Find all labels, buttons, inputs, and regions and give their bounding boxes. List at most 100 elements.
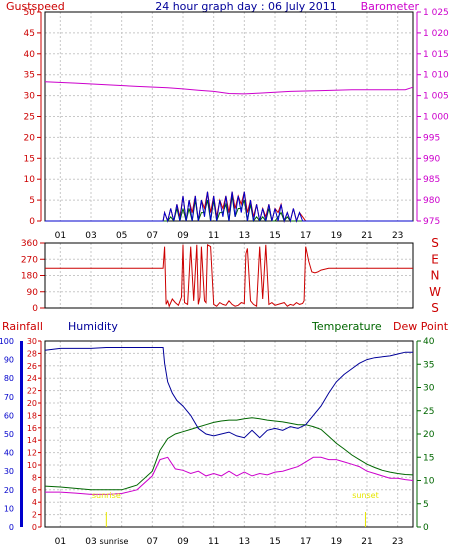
temperature-tick-label: 40: [423, 337, 435, 347]
humidity-tick-label: 30: [4, 467, 14, 476]
x-tick-label: 01: [55, 231, 66, 241]
humidity-label: Humidity: [68, 320, 118, 333]
gust-tick-label: 45: [24, 29, 35, 39]
humidity-tick-label: 70: [4, 393, 14, 402]
x-tick-label: 21: [361, 231, 372, 241]
x-tick-label: 23: [392, 231, 403, 241]
gust-tick-label: 0: [29, 217, 35, 227]
bot-plot-frame: [44, 340, 414, 528]
barometer-line: [44, 81, 414, 95]
gustspeed-label: Gustspeed: [6, 0, 65, 13]
gust-wind-line: [45, 191, 413, 223]
mid-plot-frame: [44, 242, 414, 309]
dewpoint-line: [45, 456, 414, 495]
dewpoint-label: Dew Point: [393, 320, 449, 333]
compass-label: S: [431, 301, 439, 315]
humidity-tick-label: 10: [4, 504, 14, 513]
barometer-tick-label: 1 015: [423, 50, 449, 60]
humidity-line: [44, 347, 413, 439]
humidity-tick-label: 20: [4, 486, 14, 495]
rain-tick-label: 8: [32, 473, 37, 482]
temperature-label: Temperature: [311, 320, 382, 333]
rain-tick-label: 16: [27, 424, 37, 433]
rain-tick-label: 28: [27, 349, 37, 358]
x-tick-label: 05: [116, 231, 127, 241]
gust-tick-label: 30: [24, 92, 36, 102]
humidity-tick-label: 80: [4, 374, 14, 383]
gust-tick-label: 5: [29, 196, 35, 206]
compass-label: W: [429, 285, 441, 299]
barometer-tick-label: 990: [423, 154, 440, 164]
barometer-tick-label: 1 000: [423, 113, 449, 123]
x-tick-label: 03: [85, 231, 96, 241]
compass-label: E: [431, 252, 439, 266]
x-tick-label: 13: [239, 231, 250, 241]
barometer-tick-label: 1 005: [423, 92, 449, 102]
humidity-tick-label: 0: [9, 523, 14, 532]
gust-tick-label: 25: [24, 113, 35, 123]
x-tick-label: 15: [269, 537, 280, 547]
wind-tick-label: 90: [27, 288, 39, 298]
wind-direction-line: [45, 243, 413, 308]
rain-tick-label: 20: [27, 399, 37, 408]
barometer-label: Barometer: [361, 0, 420, 13]
sunset-label: sunset: [352, 491, 379, 500]
rain-tick-label: 26: [27, 362, 37, 371]
gust-tick-label: 15: [24, 154, 35, 164]
temperature-tick-label: 5: [423, 500, 429, 510]
barometer-tick-label: 1 020: [423, 29, 449, 39]
gust-tick-label: 20: [24, 133, 36, 143]
temperature-tick-label: 10: [423, 477, 435, 487]
gust-tick-label: 10: [24, 175, 36, 185]
x-tick-label: 17: [300, 231, 311, 241]
wind-tick-label: 0: [32, 304, 38, 314]
x-tick-label: 23: [392, 537, 403, 547]
x-tick-label: 09: [177, 537, 189, 547]
humidity-tick-label: 60: [4, 411, 14, 420]
x-tick-label: 17: [300, 537, 311, 547]
x-tick-label: 11: [208, 537, 219, 547]
rain-tick-label: 10: [27, 461, 37, 470]
x-tick-label: 19: [331, 537, 343, 547]
rain-tick-label: 18: [27, 411, 37, 420]
temperature-tick-label: 25: [423, 407, 434, 417]
rainfall-label: Rainfall: [2, 320, 43, 333]
barometer-tick-label: 980: [423, 196, 440, 206]
rain-tick-label: 30: [27, 337, 37, 346]
rain-tick-label: 0: [32, 523, 37, 532]
barometer-tick-label: 1 010: [423, 71, 449, 81]
wind-tick-label: 270: [21, 255, 38, 265]
sunrise-label: sunrise: [92, 491, 121, 500]
compass-label: S: [431, 236, 439, 250]
rain-tick-label: 22: [27, 387, 37, 396]
humidity-tick-label: 100: [0, 337, 14, 346]
x-tick-label: 15: [269, 231, 280, 241]
x-tick-label: 11: [208, 231, 219, 241]
humidity-tick-label: 40: [4, 449, 14, 458]
gust-tick-label: 40: [24, 50, 36, 60]
x-tick-label: 03: [85, 537, 96, 547]
temperature-tick-label: 15: [423, 453, 434, 463]
temperature-tick-label: 30: [423, 384, 435, 394]
rain-tick-label: 12: [27, 449, 37, 458]
rain-tick-label: 14: [27, 436, 37, 445]
humidity-axis-bar: [20, 341, 23, 527]
barometer-tick-label: 1 025: [423, 8, 449, 18]
rain-humidity-temperature-chart: 0102030405060708090100024681012141618202…: [0, 337, 435, 547]
x-tick-label: 13: [239, 537, 250, 547]
humidity-tick-label: 90: [4, 356, 14, 365]
rain-tick-label: 4: [32, 498, 37, 507]
wind-tick-label: 360: [21, 239, 38, 249]
x-tick-label: 07: [147, 537, 158, 547]
rain-tick-label: 6: [32, 486, 37, 495]
gust-tick-label: 35: [24, 71, 35, 81]
temperature-tick-label: 20: [423, 430, 435, 440]
temperature-tick-label: 0: [423, 523, 429, 533]
wind-tick-label: 180: [21, 272, 38, 282]
x-tick-label: 01: [55, 537, 66, 547]
temperature-line: [44, 417, 414, 491]
barometer-tick-label: 975: [423, 217, 440, 227]
x-tick-label: 21: [361, 537, 372, 547]
